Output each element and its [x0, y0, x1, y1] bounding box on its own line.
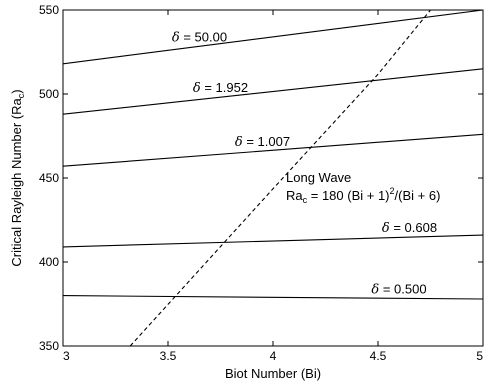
y-axis-label-sub: c [16, 93, 26, 98]
delta-value: = 1.952 [201, 80, 248, 95]
y-tick-label: 550 [39, 3, 59, 17]
long-wave-equation: Rac = 180 (Bi + 1)2/(Bi + 6) [286, 186, 440, 205]
series-label: δ = 50.00 [172, 29, 227, 45]
series-label: δ = 1.007 [235, 134, 290, 150]
x-tick-label: 3.5 [160, 349, 177, 363]
eq-sup: 2 [390, 186, 395, 196]
series-lines [63, 10, 483, 346]
long-wave-title: Long Wave [286, 170, 351, 185]
delta-symbol: δ [193, 81, 201, 96]
delta-value: = 50.00 [180, 29, 227, 44]
delta-series-line [63, 10, 483, 65]
delta-series-line [63, 133, 483, 167]
delta-symbol: δ [371, 282, 379, 297]
delta-series-line [63, 295, 483, 300]
series-label: δ = 0.500 [371, 281, 426, 297]
series-label: δ = 0.608 [382, 220, 437, 236]
eq-body: = 180 (Bi + 1) [307, 188, 389, 203]
delta-value: = 0.500 [379, 281, 426, 296]
y-tick-label: 400 [39, 255, 59, 269]
x-tick-label: 5 [476, 349, 483, 363]
y-axis-label: Critical Rayleigh Number (Rac) [9, 89, 26, 266]
y-tick-label: 500 [39, 87, 59, 101]
eq-tail: /(Bi + 6) [395, 188, 441, 203]
eq-ra: Ra [286, 188, 303, 203]
plot-frame [62, 9, 484, 347]
delta-symbol: δ [235, 135, 243, 150]
x-axis-label: Biot Number (Bi) [225, 366, 321, 381]
y-axis-label-close: ) [9, 89, 24, 93]
y-tick-label: 350 [39, 339, 59, 353]
x-tick-label: 4.5 [370, 349, 387, 363]
delta-symbol: δ [172, 30, 180, 45]
delta-symbol: δ [382, 221, 390, 236]
eq-ra-sub: c [303, 195, 308, 205]
series-label: δ = 1.952 [193, 80, 248, 96]
x-tick-label: 3 [63, 349, 70, 363]
y-axis-label-main: Critical Rayleigh Number (Ra [9, 97, 24, 266]
long-wave-line [129, 10, 431, 346]
delta-series-line [63, 68, 483, 115]
axis-ticks: 3 3.5 4 4.5 5 350 400 450 500 550 [39, 3, 484, 363]
x-tick-label: 4 [270, 349, 277, 363]
delta-series-line [63, 234, 483, 248]
delta-value: = 1.007 [243, 134, 290, 149]
delta-value: = 0.608 [390, 220, 437, 235]
y-tick-label: 450 [39, 171, 59, 185]
